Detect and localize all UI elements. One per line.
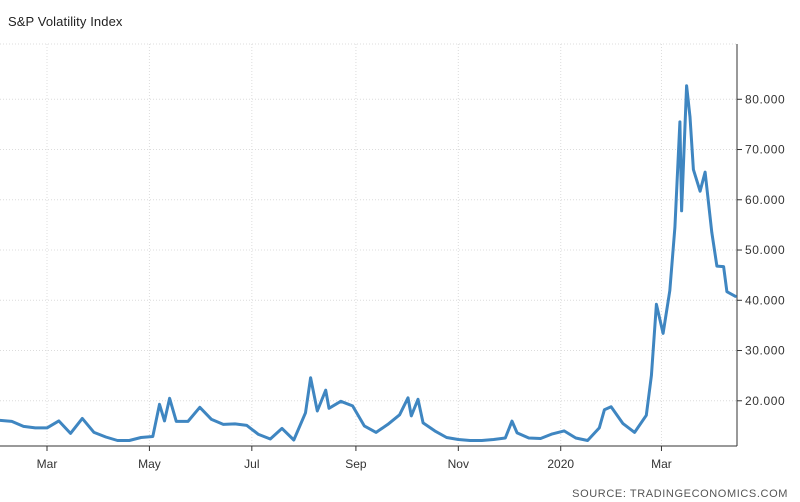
source-note: SOURCE: TRADINGECONOMICS.COM <box>572 488 788 500</box>
y-tick-label: 20.000 <box>745 394 785 408</box>
x-tick-label: Jul <box>244 457 259 471</box>
axis-layer <box>0 44 742 451</box>
y-tick-label: 50.000 <box>745 243 785 257</box>
y-tick-label: 70.000 <box>745 143 785 157</box>
series-layer <box>0 84 737 442</box>
y-tick-label: 40.000 <box>745 293 785 307</box>
y-tick-label: 80.000 <box>745 92 785 106</box>
label-layer: 20.000 30.000 40.000 50.000 60.000 70.000 80.0… <box>37 92 785 471</box>
grid-layer <box>0 43 737 446</box>
y-tick-label: 30.000 <box>745 344 785 358</box>
x-tick-label: Nov <box>448 457 469 471</box>
x-tick-label: May <box>138 457 161 471</box>
x-tick-label: Mar <box>37 457 58 471</box>
y-tick-label: 60.000 <box>745 193 785 207</box>
x-tick-label: Sep <box>345 457 367 471</box>
x-tick-label: 2020 <box>547 457 574 471</box>
series-line <box>0 84 737 442</box>
chart-title: S&P Volatility Index <box>8 14 123 29</box>
x-tick-label: Mar <box>651 457 672 471</box>
